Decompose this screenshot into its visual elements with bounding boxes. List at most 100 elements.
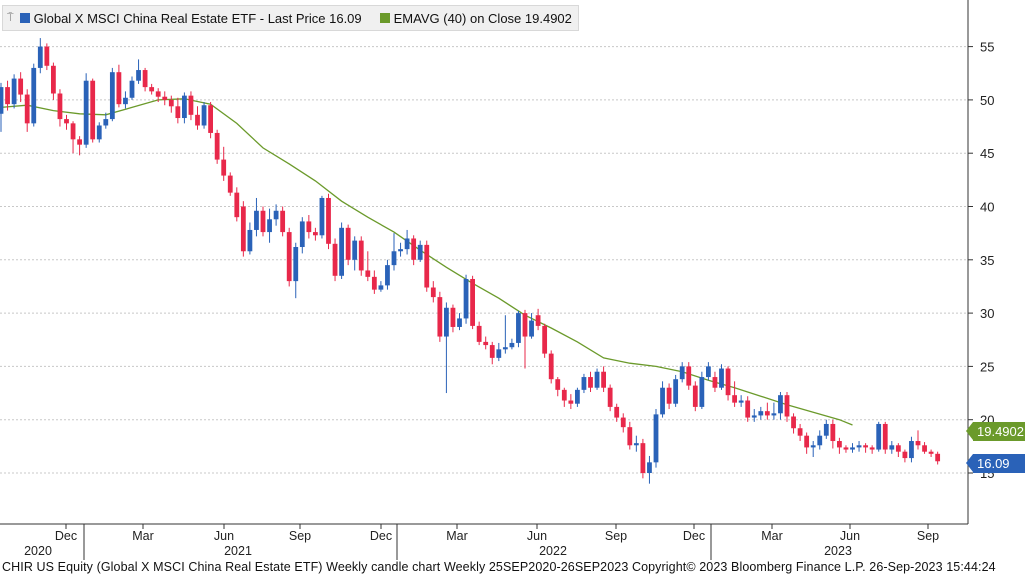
candle — [188, 91, 194, 121]
x-tick-label-month: Sep — [289, 529, 311, 543]
y-tick-label: 25 — [980, 359, 994, 374]
candle — [928, 449, 934, 458]
candle-body — [398, 249, 403, 252]
candle-body — [830, 423, 836, 442]
candle — [555, 377, 561, 397]
candle-body — [404, 238, 410, 250]
candle — [378, 281, 384, 292]
candle — [168, 95, 174, 113]
candle — [778, 391, 783, 420]
candle — [575, 387, 580, 407]
candle-body — [620, 417, 626, 428]
candle-body — [561, 389, 567, 401]
candle-body — [116, 72, 122, 105]
candle — [444, 302, 449, 394]
candle — [116, 64, 122, 108]
candle-body — [31, 67, 37, 124]
candle — [509, 338, 515, 350]
candle — [751, 409, 757, 422]
candle-body — [823, 423, 829, 436]
candle — [823, 419, 829, 439]
candle-body — [856, 445, 862, 448]
candle-body — [895, 445, 901, 452]
candle — [123, 91, 128, 109]
candle-body — [463, 278, 469, 319]
candle-body — [817, 435, 823, 446]
candle-body — [83, 80, 89, 145]
candle — [109, 67, 115, 122]
candle-body — [201, 105, 207, 126]
y-tick-label: 40 — [980, 200, 994, 215]
candle-body — [509, 342, 515, 348]
candle-body — [254, 210, 259, 230]
candle-body — [588, 377, 593, 388]
candle-body — [575, 389, 580, 404]
candle-body — [778, 395, 783, 414]
candle — [620, 413, 626, 433]
candle — [450, 304, 456, 333]
candle-body — [935, 453, 941, 462]
candle-body — [411, 238, 417, 260]
candle-body — [182, 95, 187, 119]
candle-body — [195, 114, 200, 126]
candle-body — [529, 320, 534, 337]
candle-body — [345, 227, 351, 260]
y-tick-label: 30 — [980, 306, 994, 321]
candle — [935, 451, 941, 465]
candle-body — [732, 395, 737, 403]
candle-body — [535, 315, 541, 326]
candle-body — [601, 371, 606, 388]
candle-body — [136, 70, 141, 81]
candle — [201, 102, 207, 129]
candle-body — [0, 87, 4, 114]
candle — [601, 366, 606, 392]
candle-body — [267, 219, 272, 233]
legend-handle-icon[interactable]: ⍑ — [7, 11, 14, 24]
candle — [332, 238, 338, 282]
candle — [457, 313, 462, 331]
x-tick-label-month: Dec — [370, 529, 392, 543]
candle — [889, 441, 895, 454]
candle — [909, 436, 914, 463]
candle — [640, 438, 646, 479]
candle — [175, 97, 181, 124]
candle-body — [679, 366, 685, 380]
candle-body — [496, 349, 502, 358]
candle — [627, 421, 633, 450]
candle-body — [437, 297, 443, 337]
candle-body — [450, 307, 456, 327]
candle — [529, 313, 534, 339]
candle-body — [516, 313, 521, 343]
x-tick-label-month: Mar — [761, 529, 783, 543]
candle — [581, 373, 587, 394]
candle-body — [306, 221, 312, 233]
candle — [260, 206, 266, 237]
candle-body — [188, 95, 194, 115]
candle — [208, 102, 213, 139]
candle-body — [542, 325, 548, 354]
candle-body — [850, 447, 855, 450]
candle — [227, 172, 233, 196]
candle-body — [699, 377, 705, 407]
candle-body — [476, 325, 482, 342]
candle — [588, 371, 593, 392]
candle-body — [692, 385, 698, 407]
candle — [830, 419, 836, 449]
candle — [463, 274, 469, 324]
candle-body — [758, 411, 764, 416]
candle — [306, 215, 312, 239]
candle — [129, 76, 135, 100]
candle-body — [319, 197, 325, 236]
candle-body — [214, 132, 220, 160]
candle — [614, 403, 620, 422]
candle-body — [109, 72, 115, 120]
candle — [843, 445, 849, 453]
candle-body — [922, 445, 927, 452]
candle — [326, 193, 331, 250]
candle-body — [797, 428, 803, 436]
candle-body — [430, 287, 436, 298]
candle — [345, 224, 351, 266]
candle — [234, 187, 240, 222]
candle — [398, 242, 403, 257]
